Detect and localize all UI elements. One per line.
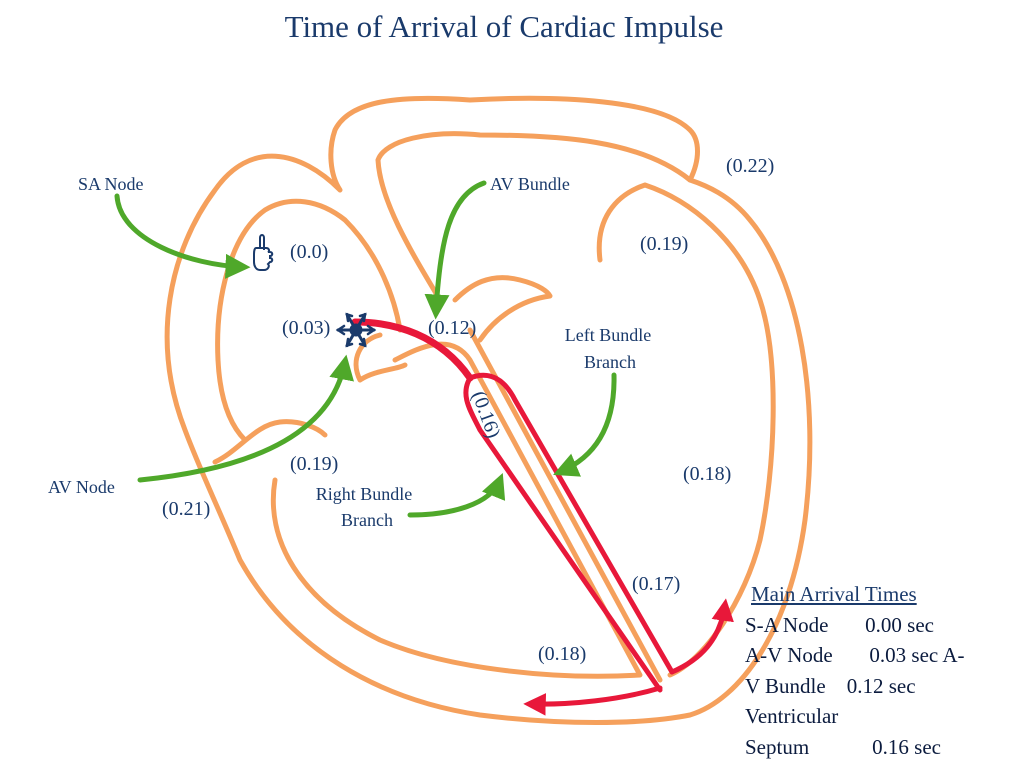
time-right-branch: (0.19) — [290, 453, 338, 475]
right-ventricle-wall — [270, 341, 643, 679]
outer-wall — [164, 95, 813, 725]
time-left-wall: (0.18) — [683, 463, 731, 485]
av-bundle-arrow — [424, 180, 487, 320]
time-bottom: (0.18) — [538, 643, 586, 665]
left-branch-arrow — [669, 598, 734, 675]
time-right-atrium-outer: (0.21) — [162, 498, 210, 520]
snowflake-icon — [335, 312, 377, 348]
sa-node-label: SA Node — [78, 174, 144, 194]
av-bundle-path — [351, 318, 474, 382]
time-sa: (0.0) — [290, 241, 328, 263]
pointing-hand-icon — [253, 234, 274, 271]
time-left-atrium: (0.19) — [640, 233, 688, 255]
av-node-arrow — [137, 354, 354, 483]
summary-row-septum: Septum 0.16 sec — [745, 734, 941, 759]
label-arrows — [114, 180, 617, 518]
septum-loop — [463, 372, 675, 693]
arrival-summary: Main Arrival Times S-A Node 0.00 sec A-V… — [745, 579, 1020, 762]
heart-walls — [164, 95, 813, 725]
conduction-system — [351, 318, 734, 716]
right-bundle-label-2: Branch — [341, 510, 393, 530]
summary-heading: Main Arrival Times — [751, 582, 917, 606]
right-bundle-label-1: Right Bundle — [316, 484, 413, 504]
time-apex: (0.17) — [632, 573, 680, 595]
left-bundle-label-1: Left Bundle — [565, 325, 651, 345]
time-av-node: (0.03) — [282, 317, 330, 339]
left-branch-arrow-label — [553, 372, 617, 477]
pulmonary-flap — [353, 332, 408, 383]
summary-row-sa: S-A Node 0.00 sec — [745, 612, 934, 637]
summary-row-av-bundle: V Bundle 0.12 sec — [745, 673, 916, 698]
summary-row-av-node: A-V Node 0.03 sec A- — [745, 643, 965, 667]
time-top-right: (0.22) — [726, 155, 774, 177]
aortic-arch — [375, 131, 693, 303]
right-branch-arrow — [523, 685, 663, 716]
right-atrium-wall — [215, 198, 403, 443]
left-bundle-label-2: Branch — [584, 352, 636, 372]
mitral-flap — [452, 275, 553, 343]
time-av-bundle: (0.12) — [428, 317, 476, 339]
right-branch-arrow-label — [407, 473, 506, 518]
av-bundle-label: AV Bundle — [490, 174, 570, 194]
summary-row-ventricular: Ventricular — [745, 704, 839, 728]
tricuspid-wall — [212, 419, 328, 465]
sa-node-arrow — [114, 193, 251, 279]
septum-wall — [467, 327, 663, 683]
diagram-title: Time of Arrival of Cardiac Impulse — [285, 9, 724, 44]
av-node-label: AV Node — [48, 477, 115, 497]
